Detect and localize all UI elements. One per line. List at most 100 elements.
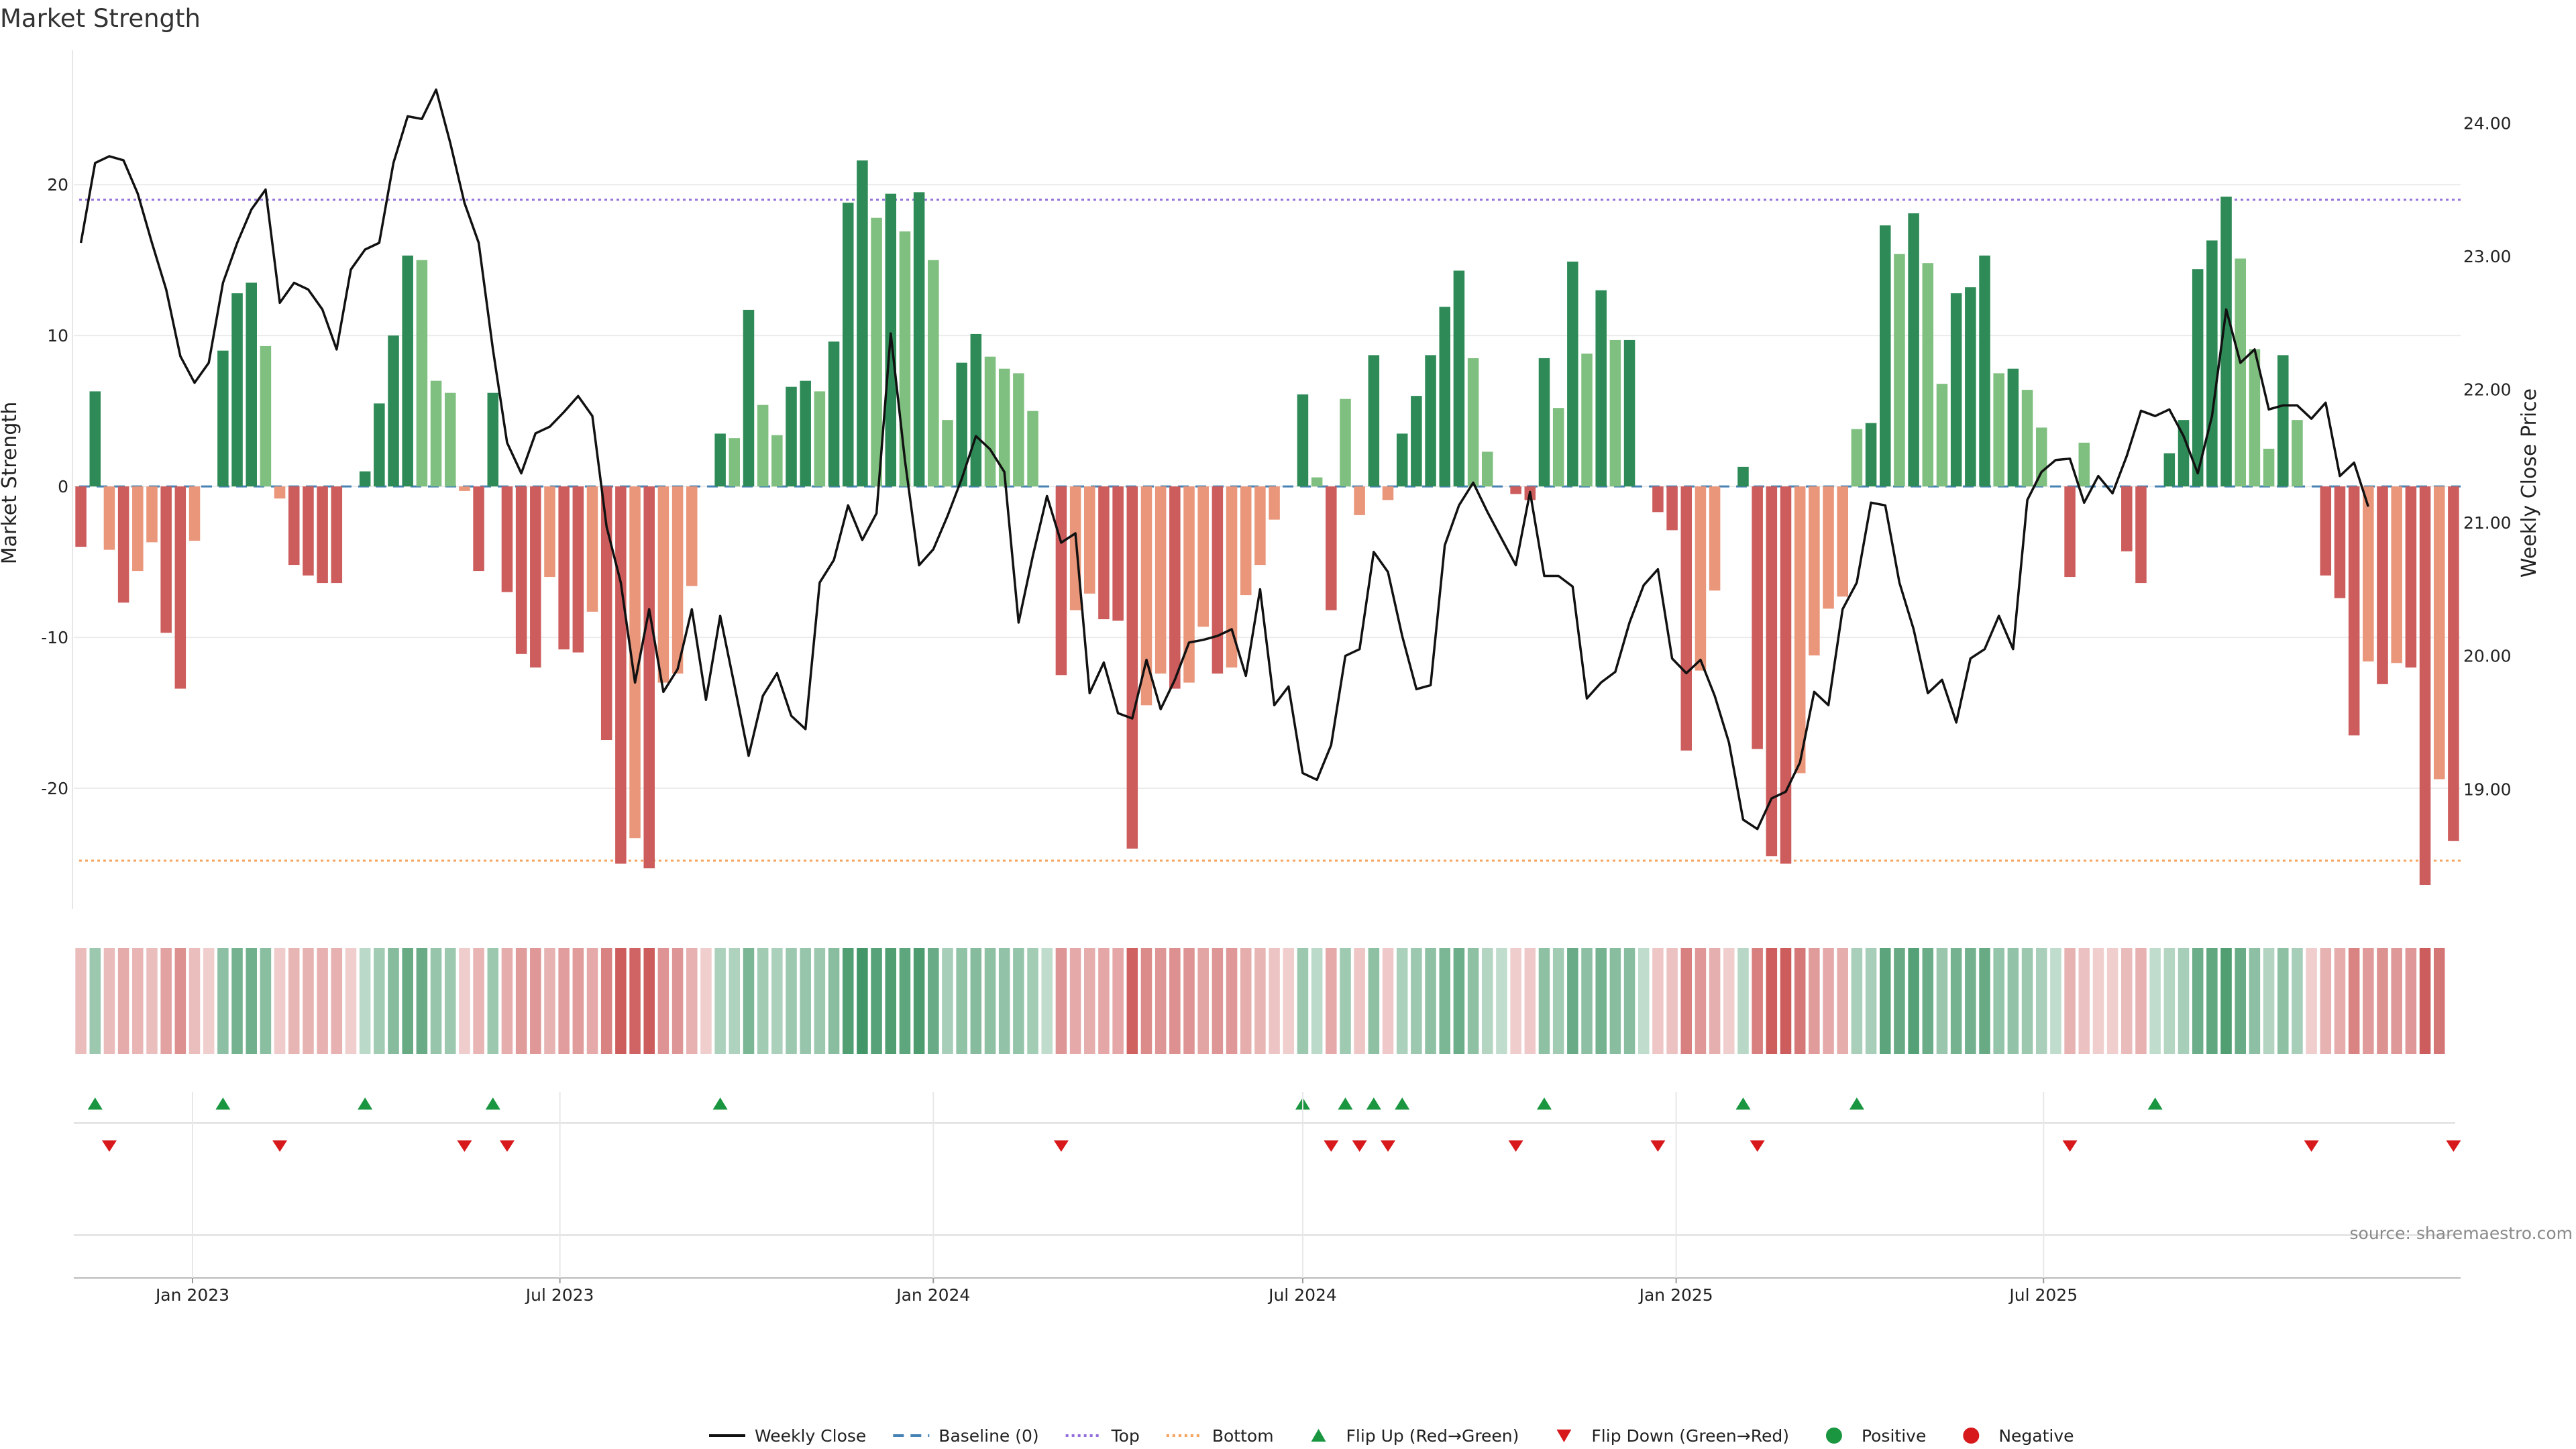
trend-strip-cell [231,948,243,1054]
strength-bar [89,391,101,487]
trend-strip-cell [729,948,741,1054]
strength-bar [942,420,953,487]
trend-strip-cell [1482,948,1493,1054]
trend-strip-cell [103,948,115,1054]
trend-strip-cell [672,948,684,1054]
trend-strip-cell [1368,948,1380,1054]
trend-strip-cell [1197,948,1209,1054]
trend-strip-cell [1638,948,1650,1054]
strength-bar [1084,486,1095,594]
strength-bar [2277,355,2289,487]
flip-down-marker [2446,1140,2461,1152]
trend-strip-cell [487,948,499,1054]
strength-bar [1809,486,1820,656]
strength-bar [487,392,499,487]
trend-strip-cell [970,948,982,1054]
trend-strip-cell [643,948,655,1054]
trend-strip-cell [1666,948,1678,1054]
strength-bar [1581,354,1593,487]
trend-strip-cell [942,948,953,1054]
trend-strip-cell [1013,948,1024,1054]
strength-bar [1453,270,1465,487]
legend-flip-down-icon [1556,1430,1572,1442]
strength-bar [828,341,840,487]
legend-label: Top [1111,1426,1140,1446]
strength-bar [2249,349,2261,487]
flip-down-marker [1750,1140,1765,1152]
trend-strip-cell [132,948,144,1054]
trend-strip-cell [217,948,229,1054]
trend-strip-cell [586,948,598,1054]
trend-strip-cell [1269,948,1280,1054]
flip-up-marker [1395,1097,1410,1110]
strength-bar [1538,358,1550,487]
strength-bar [288,486,300,566]
strength-bar [1297,394,1309,487]
trend-strip-cell [885,948,897,1054]
x-tick-label: Jan 2024 [895,1285,970,1305]
flip-down-marker [101,1140,117,1152]
trend-strip-cell [1425,948,1436,1054]
strength-bar [1609,339,1621,487]
strength-bar [246,282,257,487]
strength-bar [1766,486,1778,857]
strength-bar [800,380,811,487]
trend-strip-cell [2149,948,2161,1054]
trend-strip-cell [1837,948,1848,1054]
left-y-tick-label: 0 [58,477,68,496]
strength-bar [303,486,314,576]
trend-strip-cell [1340,948,1351,1054]
x-tick-label: Jan 2023 [154,1285,229,1305]
right-y-tick-label: 24.00 [2463,113,2512,133]
legend-item: Baseline (0) [893,1426,1039,1446]
strength-bar [1794,486,1806,773]
trend-strip-cell [203,948,215,1054]
trend-strip-cell [374,948,385,1054]
strength-bar [402,255,413,487]
strength-bar [686,486,698,586]
trend-strip-cell [700,948,712,1054]
trend-strip-cell [246,948,257,1054]
flip-up-marker [1735,1097,1751,1110]
trend-strip [75,948,2445,1054]
trend-strip-cell [1524,948,1536,1054]
strength-bar [1013,373,1024,487]
trend-strip-cell [1609,948,1621,1054]
trend-strip-cell [757,948,769,1054]
strength-bar [231,293,243,487]
flip-down-marker [1650,1140,1666,1152]
left-y-tick-label: 10 [47,326,68,345]
trend-strip-cell [2292,948,2303,1054]
trend-strip-cell [2263,948,2275,1054]
trend-strip-cell [828,948,840,1054]
trend-strip-cell [1780,948,1792,1054]
legend: Weekly Close Baseline (0) Top Bottom Flip Up… [709,1426,2074,1446]
strength-bar [2220,197,2232,487]
strength-bar [2391,486,2402,663]
strength-bar [586,486,598,612]
trend-strip-cell [2433,948,2445,1054]
trend-strip-cell [2348,948,2360,1054]
trend-strip-cell [800,948,811,1054]
strength-bar [1212,486,1224,674]
trend-strip-cell [416,948,428,1054]
strength-bar [2178,420,2190,487]
legend-label: Negative [1998,1426,2074,1446]
flip-up-marker [485,1097,500,1110]
strength-bar [2163,453,2176,487]
flip-down-marker [499,1140,515,1152]
strength-bar [1069,486,1081,610]
flip-up-marker [712,1097,728,1110]
strength-bar [1823,486,1834,609]
strength-bar [1226,486,1238,668]
reference-lines [79,199,2461,862]
strength-bar [1595,290,1607,487]
chart-title: Market Strength [0,4,201,33]
trend-strip-cell [1027,948,1038,1054]
strength-bar [473,486,484,572]
strength-bar [1837,486,1848,597]
strength-bar [871,217,882,487]
trend-strip-cell [274,948,286,1054]
strength-bar [444,392,456,487]
trend-strip-cell [1623,948,1635,1054]
